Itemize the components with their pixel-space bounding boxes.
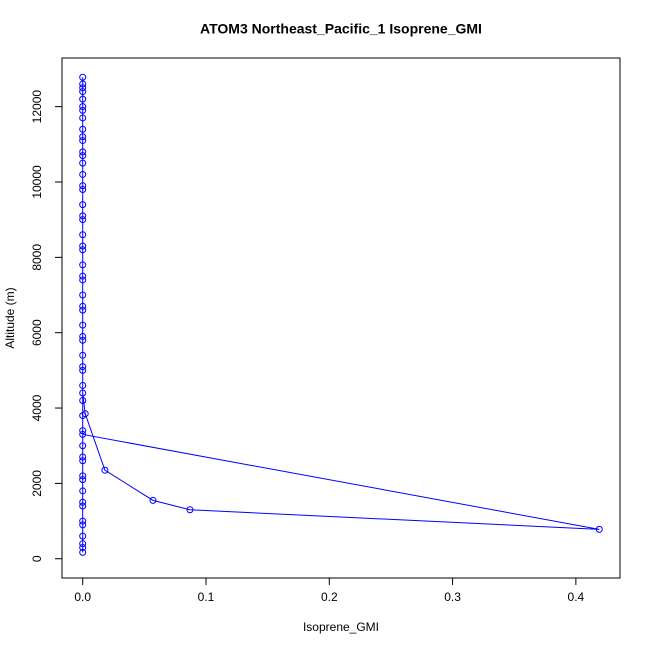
- data-point: [79, 182, 87, 190]
- data-point: [79, 540, 87, 548]
- x-tick-label: 0.2: [321, 590, 338, 604]
- data-point: [79, 457, 87, 465]
- y-tick-label: 2000: [30, 470, 44, 497]
- data-point: [79, 498, 87, 506]
- data-point: [79, 502, 87, 510]
- y-tick-label: 6000: [30, 319, 44, 346]
- data-point: [79, 487, 87, 495]
- data-point: [186, 506, 194, 514]
- data-point: [101, 466, 109, 474]
- data-point: [79, 106, 87, 114]
- y-tick-label: 10000: [30, 165, 44, 199]
- data-point: [79, 363, 87, 371]
- data-point: [79, 242, 87, 250]
- data-point: [79, 517, 87, 525]
- data-point: [79, 216, 87, 224]
- data-point: [79, 276, 87, 284]
- y-tick-label: 0: [30, 555, 44, 562]
- x-tick-label: 0.0: [74, 590, 91, 604]
- data-point: [79, 321, 87, 329]
- data-point: [79, 133, 87, 141]
- data-point: [79, 389, 87, 397]
- plot-frame: [61, 57, 621, 579]
- data-point: [149, 496, 157, 504]
- x-tick-label: 0.1: [198, 590, 215, 604]
- data-point: [79, 442, 87, 450]
- data-point: [79, 137, 87, 145]
- data-point: [79, 170, 87, 178]
- chart-title: ATOM3 Northeast_Pacific_1 Isoprene_GMI: [200, 21, 482, 37]
- y-tick-label: 12000: [30, 90, 44, 124]
- data-point: [79, 521, 87, 529]
- data-point: [79, 332, 87, 340]
- data-point: [79, 427, 87, 435]
- data-point: [79, 80, 87, 88]
- data-point: [79, 159, 87, 167]
- data-point: [79, 114, 87, 122]
- data-point: [79, 548, 87, 556]
- x-axis-label: Isoprene_GMI: [303, 620, 379, 634]
- data-point: [81, 410, 89, 418]
- data-point: [79, 476, 87, 484]
- data-point: [79, 231, 87, 239]
- data-point: [79, 397, 87, 405]
- y-tick-label: 4000: [30, 394, 44, 421]
- data-point: [79, 212, 87, 220]
- data-point: [79, 366, 87, 374]
- data-point: [79, 381, 87, 389]
- data-point: [79, 472, 87, 480]
- data-point: [79, 272, 87, 280]
- data-point: [79, 351, 87, 359]
- data-point: [79, 73, 87, 81]
- data-point: [79, 148, 87, 156]
- data-point: [79, 532, 87, 540]
- x-tick-label: 0.4: [568, 590, 585, 604]
- data-point: [79, 246, 87, 254]
- data-point: [79, 95, 87, 103]
- data-point: [79, 306, 87, 314]
- data-point: [595, 525, 603, 533]
- data-point: [79, 336, 87, 344]
- data-point: [79, 261, 87, 269]
- data-point: [79, 84, 87, 92]
- data-point: [79, 453, 87, 461]
- data-point: [79, 103, 87, 111]
- data-point: [79, 201, 87, 209]
- data-point: [79, 186, 87, 194]
- data-point: [79, 543, 87, 551]
- data-point: [79, 152, 87, 160]
- x-tick-label: 0.3: [444, 590, 461, 604]
- data-point: [79, 430, 87, 438]
- y-axis-label: Altitude (m): [3, 287, 17, 348]
- data-point: [79, 302, 87, 310]
- data-point: [79, 291, 87, 299]
- data-line: [82, 77, 600, 553]
- data-point: [79, 88, 87, 96]
- y-tick-label: 8000: [30, 244, 44, 271]
- data-point: [79, 125, 87, 133]
